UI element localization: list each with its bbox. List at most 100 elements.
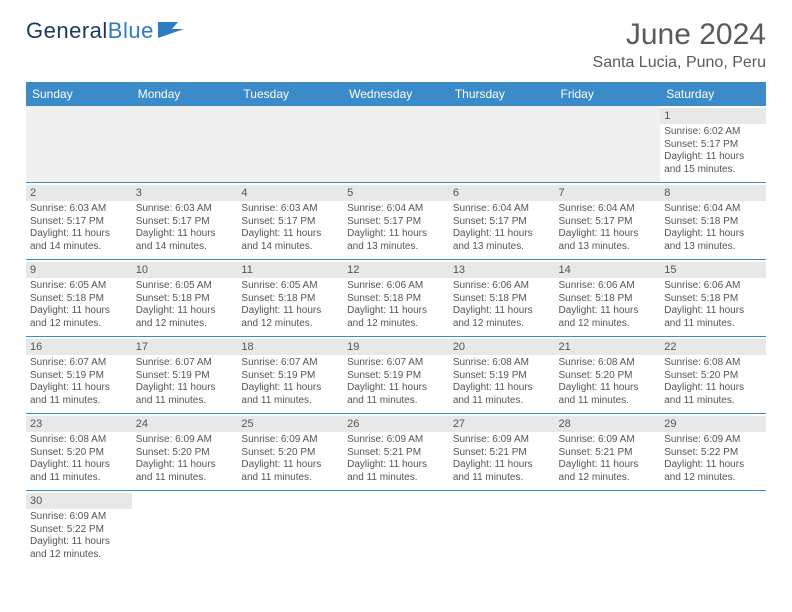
logo-text-2: Blue bbox=[108, 18, 154, 44]
sunrise-text: Sunrise: 6:07 AM bbox=[241, 357, 339, 370]
sunset-text: Sunset: 5:18 PM bbox=[136, 293, 234, 306]
daylight-text: Daylight: 11 hours and 11 minutes. bbox=[241, 382, 339, 407]
sunrise-text: Sunrise: 6:09 AM bbox=[664, 434, 762, 447]
day-cell: 17Sunrise: 6:07 AMSunset: 5:19 PMDayligh… bbox=[132, 337, 238, 414]
sunset-text: Sunset: 5:21 PM bbox=[453, 447, 551, 460]
daylight-text: Daylight: 11 hours and 15 minutes. bbox=[664, 151, 762, 176]
daylight-text: Daylight: 11 hours and 13 minutes. bbox=[559, 228, 657, 253]
day-cell bbox=[555, 106, 661, 183]
header: GeneralBlue June 2024 Santa Lucia, Puno,… bbox=[26, 18, 766, 72]
sunset-text: Sunset: 5:17 PM bbox=[241, 216, 339, 229]
day-cell: 23Sunrise: 6:08 AMSunset: 5:20 PMDayligh… bbox=[26, 414, 132, 491]
sunset-text: Sunset: 5:18 PM bbox=[241, 293, 339, 306]
day-header: Saturday bbox=[660, 82, 766, 106]
sunrise-text: Sunrise: 6:09 AM bbox=[347, 434, 445, 447]
day-cell: 28 Sunrise: 6:09 AMSunset: 5:21 PMDayligh… bbox=[555, 414, 661, 491]
day-cell: 15Sunrise: 6:06 AMSunset: 5:18 PMDayligh… bbox=[660, 260, 766, 337]
day-number: 5 bbox=[343, 185, 449, 201]
day-header: Wednesday bbox=[343, 82, 449, 106]
daylight-text: Daylight: 11 hours and 12 minutes. bbox=[347, 305, 445, 330]
sunset-text: Sunset: 5:18 PM bbox=[664, 216, 762, 229]
week-row: 30Sunrise: 6:09 AMSunset: 5:22 PMDayligh… bbox=[26, 491, 766, 568]
sunset-text: Sunset: 5:18 PM bbox=[30, 293, 128, 306]
sunrise-text: Sunrise: 6:09 AM bbox=[136, 434, 234, 447]
daylight-text: Daylight: 11 hours and 11 minutes. bbox=[347, 382, 445, 407]
day-cell bbox=[132, 106, 238, 183]
sunrise-text: Sunrise: 6:07 AM bbox=[30, 357, 128, 370]
sunset-text: Sunset: 5:20 PM bbox=[664, 370, 762, 383]
sunrise-text: Sunrise: 6:06 AM bbox=[559, 280, 657, 293]
day-detail: Sunrise: 6:08 AMSunset: 5:20 PMDaylight:… bbox=[559, 357, 657, 407]
sunrise-text: Sunrise: 6:04 AM bbox=[347, 203, 445, 216]
day-detail: Sunrise: 6:07 AMSunset: 5:19 PMDaylight:… bbox=[241, 357, 339, 407]
daylight-text: Daylight: 11 hours and 13 minutes. bbox=[453, 228, 551, 253]
daylight-text: Daylight: 11 hours and 11 minutes. bbox=[453, 459, 551, 484]
day-number: 25 bbox=[237, 416, 343, 432]
day-header-row: Sunday Monday Tuesday Wednesday Thursday… bbox=[26, 82, 766, 106]
sunset-text: Sunset: 5:18 PM bbox=[453, 293, 551, 306]
day-header: Monday bbox=[132, 82, 238, 106]
sunrise-text: Sunrise: 6:04 AM bbox=[453, 203, 551, 216]
day-number: 28 bbox=[555, 416, 661, 432]
day-detail: Sunrise: 6:04 AMSunset: 5:17 PMDaylight:… bbox=[347, 203, 445, 253]
daylight-text: Daylight: 11 hours and 12 minutes. bbox=[30, 536, 128, 561]
day-detail: Sunrise: 6:09 AMSunset: 5:21 PMDaylight:… bbox=[453, 434, 551, 484]
day-cell: 27Sunrise: 6:09 AMSunset: 5:21 PMDayligh… bbox=[449, 414, 555, 491]
day-cell: 22Sunrise: 6:08 AMSunset: 5:20 PMDayligh… bbox=[660, 337, 766, 414]
sunrise-text: Sunrise: 6:04 AM bbox=[559, 203, 657, 216]
day-cell: 16Sunrise: 6:07 AMSunset: 5:19 PMDayligh… bbox=[26, 337, 132, 414]
month-title: June 2024 bbox=[593, 18, 766, 52]
sunset-text: Sunset: 5:17 PM bbox=[347, 216, 445, 229]
day-cell: 13Sunrise: 6:06 AMSunset: 5:18 PMDayligh… bbox=[449, 260, 555, 337]
sunrise-text: Sunrise: 6:04 AM bbox=[664, 203, 762, 216]
day-cell: 1Sunrise: 6:02 AMSunset: 5:17 PMDaylight… bbox=[660, 106, 766, 183]
daylight-text: Daylight: 11 hours and 11 minutes. bbox=[136, 459, 234, 484]
daylight-text: Daylight: 11 hours and 11 minutes. bbox=[241, 459, 339, 484]
day-detail: Sunrise: 6:08 AMSunset: 5:20 PMDaylight:… bbox=[30, 434, 128, 484]
day-number: 14 bbox=[555, 262, 661, 278]
day-detail: Sunrise: 6:04 AMSunset: 5:17 PMDaylight:… bbox=[453, 203, 551, 253]
day-number: 19 bbox=[343, 339, 449, 355]
daylight-text: Daylight: 11 hours and 11 minutes. bbox=[347, 459, 445, 484]
sunrise-text: Sunrise: 6:05 AM bbox=[136, 280, 234, 293]
day-number: 4 bbox=[237, 185, 343, 201]
sunrise-text: Sunrise: 6:06 AM bbox=[664, 280, 762, 293]
sunrise-text: Sunrise: 6:09 AM bbox=[30, 511, 128, 524]
day-detail: Sunrise: 6:09 AMSunset: 5:20 PMDaylight:… bbox=[136, 434, 234, 484]
sunrise-text: Sunrise: 6:08 AM bbox=[453, 357, 551, 370]
day-detail: Sunrise: 6:06 AMSunset: 5:18 PMDaylight:… bbox=[347, 280, 445, 330]
day-detail: Sunrise: 6:07 AMSunset: 5:19 PMDaylight:… bbox=[347, 357, 445, 407]
sunrise-text: Sunrise: 6:03 AM bbox=[136, 203, 234, 216]
day-number: 3 bbox=[132, 185, 238, 201]
day-header: Friday bbox=[555, 82, 661, 106]
daylight-text: Daylight: 11 hours and 11 minutes. bbox=[559, 382, 657, 407]
day-cell: 14Sunrise: 6:06 AMSunset: 5:18 PMDayligh… bbox=[555, 260, 661, 337]
day-cell: 30Sunrise: 6:09 AMSunset: 5:22 PMDayligh… bbox=[26, 491, 132, 568]
daylight-text: Daylight: 11 hours and 11 minutes. bbox=[30, 382, 128, 407]
sunrise-text: Sunrise: 6:07 AM bbox=[347, 357, 445, 370]
day-cell bbox=[237, 106, 343, 183]
daylight-text: Daylight: 11 hours and 11 minutes. bbox=[664, 305, 762, 330]
day-cell: 26Sunrise: 6:09 AMSunset: 5:21 PMDayligh… bbox=[343, 414, 449, 491]
daylight-text: Daylight: 11 hours and 12 minutes. bbox=[136, 305, 234, 330]
day-cell: 10Sunrise: 6:05 AMSunset: 5:18 PMDayligh… bbox=[132, 260, 238, 337]
day-header: Sunday bbox=[26, 82, 132, 106]
sunset-text: Sunset: 5:19 PM bbox=[241, 370, 339, 383]
day-cell: 2Sunrise: 6:03 AMSunset: 5:17 PMDaylight… bbox=[26, 183, 132, 260]
day-header: Tuesday bbox=[237, 82, 343, 106]
day-cell bbox=[26, 106, 132, 183]
day-cell: 21Sunrise: 6:08 AMSunset: 5:20 PMDayligh… bbox=[555, 337, 661, 414]
day-cell bbox=[449, 106, 555, 183]
day-cell: 9Sunrise: 6:05 AMSunset: 5:18 PMDaylight… bbox=[26, 260, 132, 337]
day-detail: Sunrise: 6:09 AMSunset: 5:21 PMDaylight:… bbox=[559, 434, 657, 484]
daylight-text: Daylight: 11 hours and 11 minutes. bbox=[453, 382, 551, 407]
day-number: 17 bbox=[132, 339, 238, 355]
daylight-text: Daylight: 11 hours and 12 minutes. bbox=[453, 305, 551, 330]
sunset-text: Sunset: 5:19 PM bbox=[453, 370, 551, 383]
day-number: 13 bbox=[449, 262, 555, 278]
day-detail: Sunrise: 6:04 AMSunset: 5:17 PMDaylight:… bbox=[559, 203, 657, 253]
sunrise-text: Sunrise: 6:08 AM bbox=[30, 434, 128, 447]
sunrise-text: Sunrise: 6:07 AM bbox=[136, 357, 234, 370]
day-detail: Sunrise: 6:02 AMSunset: 5:17 PMDaylight:… bbox=[664, 126, 762, 176]
sunrise-text: Sunrise: 6:05 AM bbox=[241, 280, 339, 293]
